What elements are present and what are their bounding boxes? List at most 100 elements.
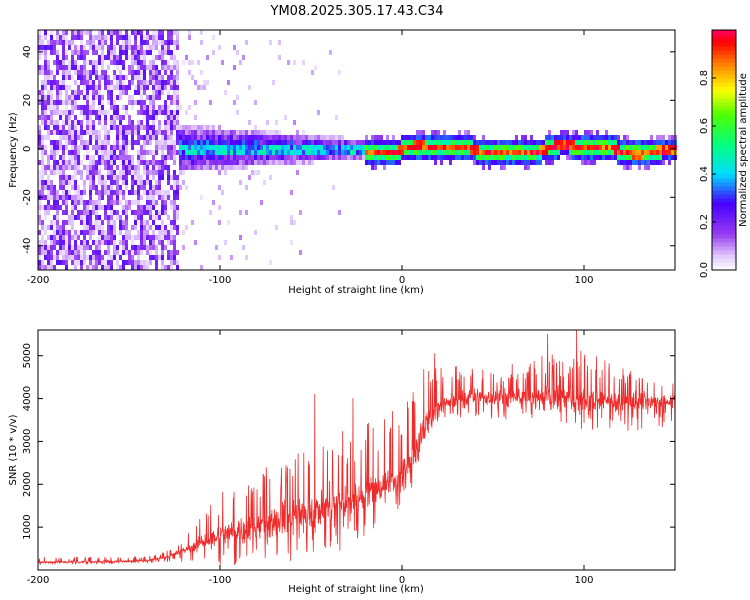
spectrogram-cell-2527 (533, 160, 536, 165)
spectrogram-cell-2763 (659, 150, 662, 155)
colorbar-step-11 (712, 222, 736, 227)
spectrogram-cell-431 (74, 30, 77, 35)
spectrogram-cell-257 (59, 90, 62, 95)
spectrogram-cell-2258 (389, 145, 392, 150)
spectrogram-cell-1493 (161, 240, 164, 245)
spectrogram-cell-967 (116, 265, 119, 270)
spectrogram-cell-1103 (131, 55, 134, 60)
spectrogram-cell-2634 (590, 155, 593, 160)
spectrogram-cell-408 (71, 130, 74, 135)
spectrogram-cell-1295 (146, 125, 149, 130)
spectrogram-cell-110 (47, 45, 50, 50)
spectrogram-cell-1483 (161, 175, 164, 180)
spectrogram-cell-2034 (278, 130, 281, 135)
spectrogram-cell-1969 (254, 155, 257, 160)
spectrogram-cell-294 (62, 85, 65, 90)
spectrogram-cell-1217 (140, 90, 143, 95)
spectrogram-cell-433 (74, 45, 77, 50)
spectrogram-cell-1579 (170, 115, 173, 120)
spectrogram-cell-68 (41, 240, 44, 245)
spectrogram-cell-1441 (158, 125, 161, 130)
spectrogram-cell-2182 (344, 150, 347, 155)
spectrogram-cell-848 (107, 190, 110, 195)
spectrogram-cell-552 (83, 110, 86, 115)
spectrogram-cell-2155 (329, 155, 332, 160)
spectrogram-cell-1831 (215, 165, 218, 170)
spectrogram-cell-490 (77, 165, 80, 170)
spectrogram-cell-400 (71, 75, 74, 80)
spectrogram-cell-1528 (164, 235, 167, 240)
spectrogram-cell-1223 (140, 125, 143, 130)
spectrogram-cell-2749 (653, 140, 656, 145)
spectrogram-cell-2229 (374, 150, 377, 155)
spectrogram-cell-1789 (203, 165, 206, 170)
spectrogram-cell-1930 (242, 165, 245, 170)
spectrogram-cell-784 (101, 205, 104, 210)
spectrogram-cell-1520 (164, 170, 167, 175)
spectrogram-cell-2478 (509, 145, 512, 150)
spectrogram-cell-1061 (125, 200, 128, 205)
spectrogram-cell-1941 (245, 185, 248, 190)
spectrogram-cell-1538 (167, 75, 170, 80)
spectrogram-cell-34 (38, 260, 41, 265)
spectrogram-cell-1890 (233, 100, 236, 105)
spectrogram-cell-1307 (146, 200, 149, 205)
spectrogram-cell-1037 (125, 30, 128, 35)
spectrogram-cell-1806 (209, 145, 212, 150)
spectrogram-cell-1541 (167, 95, 170, 100)
spectrogram-cell-2190 (350, 150, 353, 155)
spectrogram-cell-425 (71, 225, 74, 230)
spectrogram-cell-1542 (167, 105, 170, 110)
spectrogram-cell-828 (107, 50, 110, 55)
spectrogram-cell-2576 (563, 130, 566, 135)
spectrogram-cell-1893 (233, 140, 236, 145)
spectrogram-cell-280 (59, 245, 62, 250)
spectrogram-cell-591 (86, 130, 89, 135)
spectrogram-cell-1475 (161, 135, 164, 140)
spectrogram-cell-982 (119, 125, 122, 130)
colorbar-step-23 (712, 174, 736, 179)
spectrogram-cell-2610 (581, 140, 584, 145)
spectrogram-cell-119 (47, 105, 50, 110)
spectrogram-cell-2002 (266, 150, 269, 155)
spectrogram-cell-2618 (584, 145, 587, 150)
spectrogram-cell-286 (62, 45, 65, 50)
spectrogram-cell-2561 (554, 135, 557, 140)
spectrogram-cell-1709 (185, 155, 188, 160)
spectrogram-cell-1590 (170, 200, 173, 205)
spectrogram-cell-1168 (137, 50, 140, 55)
spectrogram-cell-2048 (284, 135, 287, 140)
spectrogram-cell-2768 (662, 145, 665, 150)
spectrogram-cell-1366 (152, 100, 155, 105)
spectrogram-cell-1098 (128, 255, 131, 260)
spectrogram-cell-2341 (434, 150, 437, 155)
spectrogram-cell-2097 (302, 130, 305, 135)
spectrogram-cell-1124 (131, 185, 134, 190)
spectrogram-cell-720 (98, 40, 101, 45)
spectrogram-cell-528 (80, 195, 83, 200)
spectrogram-cell-1188 (137, 170, 140, 175)
spectrogram-cell-2771 (662, 160, 665, 165)
spectrogram-cell-601 (86, 210, 89, 215)
spectrogram-cell-210 (53, 245, 56, 250)
spectrogram-cell-1897 (233, 160, 236, 165)
colorbar-step-50 (712, 66, 736, 71)
spectrogram-cell-2706 (629, 150, 632, 155)
spectrogram-cell-1272 (143, 205, 146, 210)
spectrogram-cell-1184 (137, 150, 140, 155)
spectrogram-cell-1826 (215, 140, 218, 145)
spectrogram-cell-842 (107, 155, 110, 160)
spectrogram-cell-35 (38, 265, 41, 270)
spectrogram-cell-1845 (218, 205, 221, 210)
spectrogram-cell-226 (56, 105, 59, 110)
spectrogram-cell-568 (83, 230, 86, 235)
spectrogram-cell-948 (116, 115, 119, 120)
spectrogram-cell-1227 (140, 155, 143, 160)
spectrogram-cell-1889 (233, 65, 236, 70)
colorbar-step-31 (712, 142, 736, 147)
spectrogram-cell-610 (89, 30, 92, 35)
spectrogram-cell-2036 (278, 140, 281, 145)
spectrogram-cell-1543 (167, 110, 170, 115)
spectrogram-cell-1416 (155, 190, 158, 195)
spectrogram-cell-1005 (122, 60, 125, 65)
